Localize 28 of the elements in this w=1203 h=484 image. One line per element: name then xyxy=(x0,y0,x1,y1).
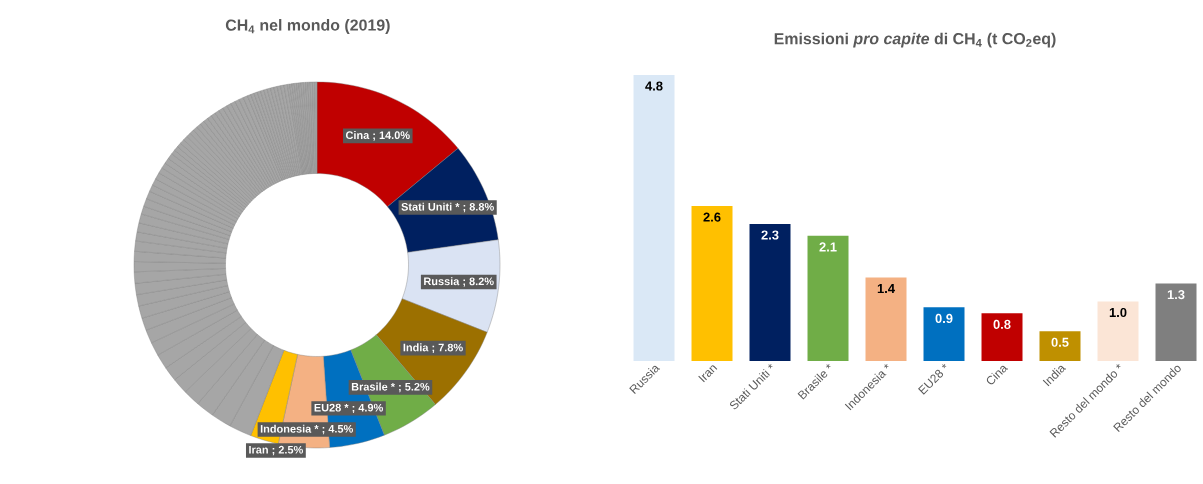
data-label: ; 7.8% xyxy=(432,343,463,353)
data-label: 0.8 xyxy=(993,319,1011,329)
data-label: ; 4.9% xyxy=(352,403,383,414)
data-label: ; 8.2% xyxy=(463,277,494,287)
slice-label: Cina xyxy=(345,131,370,140)
data-label: 1.4 xyxy=(877,284,895,293)
data-label: 2.1 xyxy=(819,242,837,252)
slice-label: Russia xyxy=(424,277,460,286)
data-label: 1.3 xyxy=(1167,290,1185,300)
data-label: 2.3 xyxy=(761,230,779,240)
data-label: ; 4.5% xyxy=(322,424,353,435)
data-label: 0.5 xyxy=(1051,337,1069,347)
data-label: 4.8 xyxy=(645,81,663,91)
x-tick-label: Iran xyxy=(698,365,718,383)
slice-label: Iran xyxy=(249,445,268,454)
data-label: ; 14.0% xyxy=(373,131,410,141)
x-tick-label: India xyxy=(1042,365,1067,387)
data-label: ; 2.5% xyxy=(272,445,303,456)
x-tick-label: Cina xyxy=(986,365,1009,385)
data-label: ; 5.2% xyxy=(399,382,430,393)
data-label: 2.6 xyxy=(703,212,721,222)
slice-label: India xyxy=(403,343,429,352)
chart-title: CH$_{4}$ nel mondo (2019) xyxy=(225,19,390,34)
slice-label: Stati Uniti * xyxy=(401,202,460,211)
data-label: 0.9 xyxy=(935,313,953,324)
data-label: 1.0 xyxy=(1109,307,1127,318)
data-label: ; 8.8% xyxy=(463,202,494,213)
chart-title: Emissioni pro capite di CH$_{4}$ (t CO$_{2}$eq) xyxy=(774,32,1056,48)
